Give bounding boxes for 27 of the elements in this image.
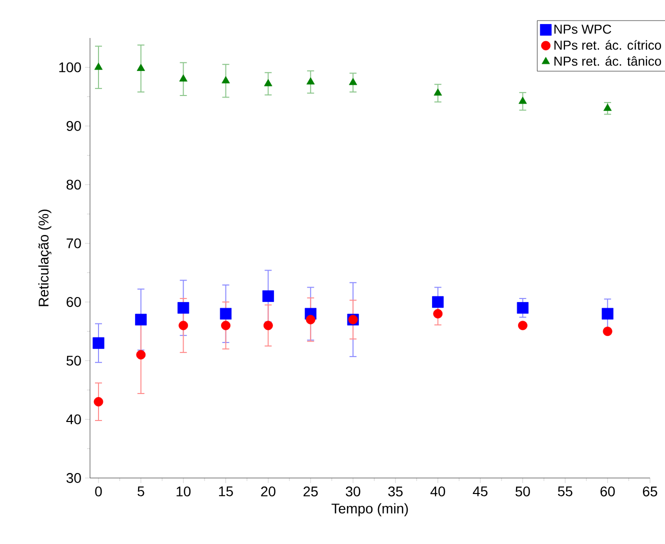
y-tick-label: 80	[66, 180, 81, 190]
x-tick-label: 25	[304, 486, 318, 496]
legend-label: NPs ret. ác. cítrico	[554, 40, 662, 50]
x-tick-label: 5	[138, 486, 144, 496]
x-tick-label: 30	[346, 486, 360, 496]
y-tick-label: 50	[66, 356, 81, 366]
y-tick-label: 40	[66, 414, 81, 424]
x-tick-label: 55	[558, 486, 572, 496]
x-tick-label: 20	[261, 486, 276, 496]
x-tick-label: 45	[472, 486, 488, 496]
legend-label: NPs WPC	[554, 24, 612, 34]
y-axis-title: Reticulação (%)	[38, 210, 52, 306]
y-tick-label: 70	[66, 238, 81, 248]
y-tick-label: 60	[66, 297, 81, 307]
x-axis-title: Tempo (min)	[332, 503, 408, 516]
legend-label: NPs ret. ác. tânico	[554, 56, 662, 66]
x-tick-label: 50	[516, 486, 530, 496]
x-tick-label: 10	[176, 486, 191, 496]
y-tick-label: 30	[66, 473, 81, 483]
x-tick-label: 65	[642, 486, 658, 496]
x-tick-label: 35	[388, 486, 403, 496]
x-tick-label: 60	[600, 486, 615, 496]
x-tick-label: 0	[95, 486, 102, 496]
y-tick-label: 90	[66, 121, 81, 131]
x-tick-label: 15	[219, 486, 233, 496]
y-tick-label: 100	[59, 62, 81, 72]
x-tick-label: 40	[430, 486, 446, 496]
